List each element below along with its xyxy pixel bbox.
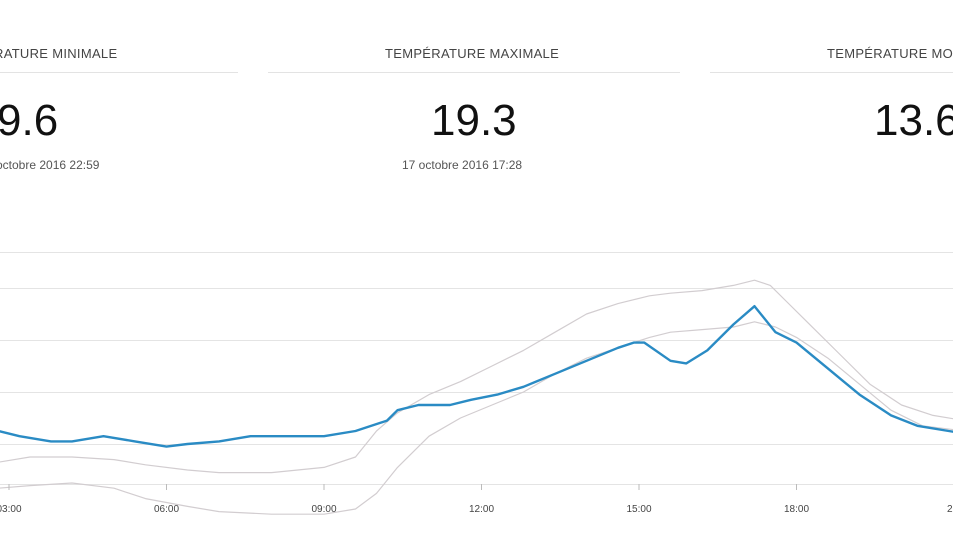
- stat-max-rule: [268, 72, 680, 73]
- stat-mean-value: 13.6: [874, 96, 953, 145]
- x-tick-label: 06:00: [154, 504, 179, 515]
- series-line-main: [0, 305, 953, 448]
- stat-max-title: TEMPÉRATURE MAXIMALE: [385, 46, 560, 61]
- stat-min-date: octobre 2016 22:59: [0, 158, 100, 172]
- stat-min-title: RATURE MINIMALE: [0, 46, 118, 61]
- stat-mean-rule: [710, 72, 953, 73]
- grid-lines: [0, 252, 953, 485]
- x-tick-label: 18:00: [784, 504, 809, 515]
- series-line-lower-band: [0, 321, 953, 515]
- band-lines: [0, 279, 953, 515]
- x-tick-label: 15:00: [626, 504, 651, 515]
- stat-max-value: 19.3: [431, 96, 517, 145]
- stat-mean-title: TEMPÉRATURE MO: [827, 46, 953, 61]
- x-tick-label: 09:00: [311, 504, 336, 515]
- x-axis-ticks: 03:00 06:00 09:00 12:00 15:00 18:00 21:: [0, 484, 953, 515]
- x-tick-label: 03:00: [0, 504, 22, 515]
- main-series: [0, 305, 953, 448]
- x-tick-label: 12:00: [469, 504, 494, 515]
- stat-min-rule: [0, 72, 238, 73]
- stat-min-value: 9.6: [0, 96, 59, 145]
- stat-max-date: 17 octobre 2016 17:28: [402, 158, 523, 172]
- x-tick-label: 21:: [947, 504, 953, 515]
- temperature-chart: 03:00 06:00 09:00 12:00 15:00 18:00 21:: [0, 252, 953, 515]
- series-line-upper-band: [0, 279, 953, 474]
